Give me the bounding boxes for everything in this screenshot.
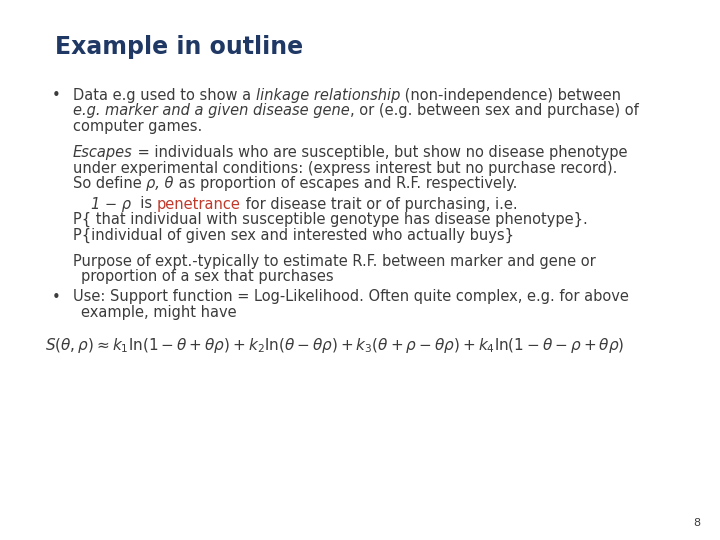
Text: Escapes: Escapes [73,145,132,160]
Text: , or (e.g. between sex and purchase) of: , or (e.g. between sex and purchase) of [350,104,639,118]
Text: marker and a given disease gene: marker and a given disease gene [105,104,350,118]
Text: •: • [52,289,60,305]
Text: linkage relationship: linkage relationship [256,88,400,103]
Text: under experimental conditions: (express interest but no purchase record).: under experimental conditions: (express … [73,161,617,176]
Text: e.g.: e.g. [73,104,105,118]
Text: example, might have: example, might have [81,305,237,320]
Text: Data e.g used to show a: Data e.g used to show a [73,88,256,103]
Text: P{individual of given sex and interested who actually buys}: P{individual of given sex and interested… [73,227,514,242]
Text: P{ that individual with susceptible genotype has disease phenotype}.: P{ that individual with susceptible geno… [73,212,588,227]
Text: Example in outline: Example in outline [55,35,303,59]
Text: Use: Support function = Log-Likelihood. Often quite complex, e.g. for above: Use: Support function = Log-Likelihood. … [73,289,629,305]
Text: 1 − ρ: 1 − ρ [91,197,131,212]
Text: as proportion of escapes and R.F. respectively.: as proportion of escapes and R.F. respec… [174,177,517,191]
Text: (non-independence) between: (non-independence) between [400,88,621,103]
Text: proportion of a sex that purchases: proportion of a sex that purchases [81,269,333,285]
Text: Purpose of expt.-typically to estimate R.F. between marker and gene or: Purpose of expt.-typically to estimate R… [73,254,595,269]
Text: = individuals who are susceptible, but show no disease phenotype: = individuals who are susceptible, but s… [132,145,627,160]
Text: computer games.: computer games. [73,119,202,134]
Text: $S(\theta, \rho) \approx k_1 \ln(1-\theta+\theta\rho)+k_2 \ln(\theta-\theta\rho): $S(\theta, \rho) \approx k_1 \ln(1-\thet… [45,336,624,355]
Text: is: is [131,197,157,212]
Text: •: • [52,88,60,103]
Text: ρ, θ: ρ, θ [146,177,174,191]
Text: for disease trait or of purchasing, i.e.: for disease trait or of purchasing, i.e. [240,197,517,212]
Text: 8: 8 [693,518,700,528]
Text: So define: So define [73,177,146,191]
Text: penetrance: penetrance [157,197,240,212]
